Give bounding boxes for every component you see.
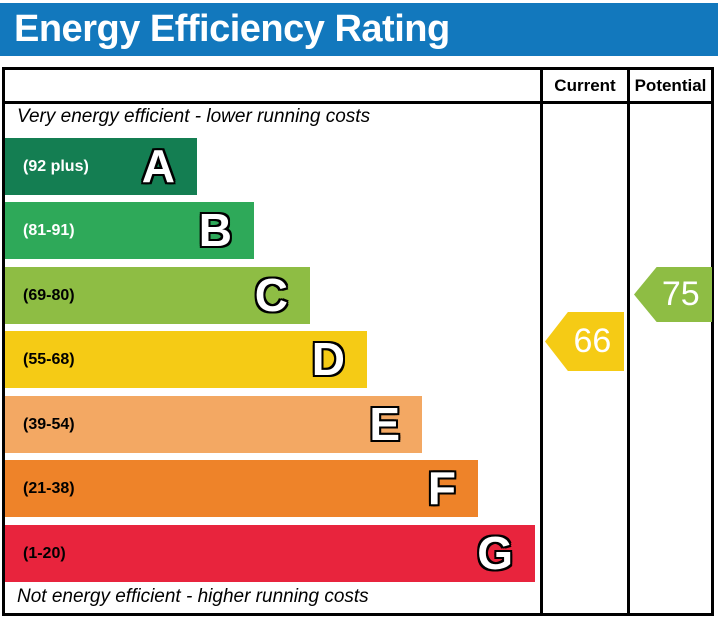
- current-rating-arrow: 66: [545, 312, 624, 371]
- page-title: Energy Efficiency Rating: [14, 8, 450, 50]
- band-row: (55-68) D: [5, 331, 367, 388]
- column-divider-current: [540, 70, 543, 613]
- band-row: (81-91) B: [5, 202, 254, 259]
- band-range-label: (81-91): [23, 221, 75, 239]
- table-header-row: Current Potential: [5, 70, 711, 104]
- column-divider-potential: [627, 70, 630, 613]
- band-row: (39-54) E: [5, 396, 422, 453]
- column-header-potential: Potential: [634, 76, 707, 95]
- band-row: (1-20) G: [5, 525, 535, 582]
- top-note: Very energy efficient - lower running co…: [17, 106, 371, 127]
- band-letter: C: [254, 268, 288, 321]
- potential-rating-arrow: 75: [634, 267, 712, 322]
- band-range-label: (92 plus): [23, 157, 89, 175]
- current-rating-value: 66: [573, 322, 612, 360]
- band-row: (69-80) C: [5, 267, 310, 324]
- band-range-label: (69-80): [23, 286, 75, 304]
- potential-rating-value: 75: [661, 275, 700, 313]
- band-range-label: (55-68): [23, 350, 75, 368]
- band-letter: G: [477, 526, 513, 579]
- band-range-label: (1-20): [23, 544, 66, 562]
- band-range-label: (39-54): [23, 415, 75, 433]
- title-bar: Energy Efficiency Rating: [0, 3, 718, 56]
- bottom-note: Not energy efficient - higher running co…: [17, 586, 369, 607]
- band-letter: F: [427, 461, 456, 514]
- band-row: (21-38) F: [5, 460, 478, 517]
- band-range-label: (21-38): [23, 479, 75, 497]
- rating-table: Current Potential Very energy efficient …: [2, 67, 714, 616]
- column-header-current: Current: [554, 76, 616, 95]
- band-letter: B: [198, 203, 232, 256]
- band-row: (92 plus) A: [5, 138, 197, 195]
- band-letter: A: [141, 139, 175, 192]
- band-letter: E: [369, 397, 400, 450]
- band-letter: D: [311, 332, 345, 385]
